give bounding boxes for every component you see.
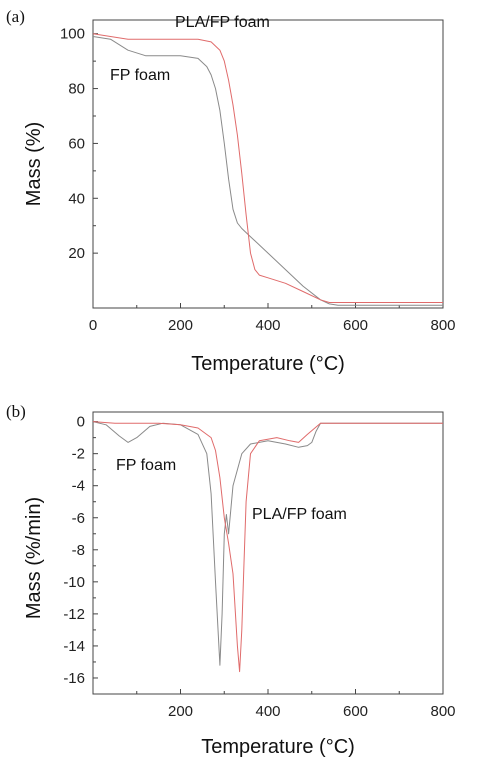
panel-a-y-tick-label: 60: [68, 135, 85, 152]
panel-b-dtg-rate: (b) 200 400 600 800 0 -2 -4 -6 -8 -10 -12 -14 -16 T…: [6, 402, 456, 758]
panel-a-x-tick-label: 200: [168, 317, 193, 334]
panel-b-y-tick-label: -8: [72, 542, 85, 559]
panel-a-y-tick-label: 40: [68, 190, 85, 207]
panel-b-annotation-pla-fp: PLA/FP foam: [252, 506, 347, 523]
panel-b-x-tick-label: 200: [168, 703, 193, 720]
panel-b-y-tick-label: -12: [63, 606, 85, 623]
panel-b-x-tick-label: 400: [255, 703, 280, 720]
panel-a-y-axis: 20 40 60 80 100: [60, 26, 98, 262]
panel-b-series-pla-fp-foam: [92, 421, 443, 673]
panel-a-y-tick-label: 80: [68, 81, 85, 98]
panel-b-x-tick-label: 600: [343, 703, 368, 720]
panel-a-x-axis: 0 200 400 600 800: [89, 303, 456, 334]
panel-a-plot-frame: [92, 19, 444, 309]
panel-a-y-axis-label: Mass (%): [23, 122, 45, 206]
panel-b-y-tick-label: -10: [63, 574, 85, 591]
panel-b-annotation-fp: FP foam: [116, 457, 176, 474]
panel-a-y-tick-label: 20: [68, 245, 85, 262]
panel-b-y-tick-label: -14: [63, 638, 85, 655]
panel-a-tga-mass: (a) 0 200 400 600 800 20 40 60 80 100 Temperatur…: [6, 7, 456, 375]
panel-b-y-tick-label: -6: [72, 510, 85, 527]
panel-b-x-tick-label: 800: [430, 703, 455, 720]
panel-b-label: (b): [6, 402, 26, 421]
panel-b-y-axis-label: Mass (%/min): [23, 497, 45, 619]
panel-b-x-axis: 200 400 600 800: [92, 689, 456, 720]
panel-b-plot-frame: [92, 411, 444, 695]
panel-a-y-tick-label: 100: [60, 26, 85, 43]
panel-a-x-tick-label: 600: [343, 317, 368, 334]
panel-b-y-tick-label: -4: [72, 478, 85, 495]
panel-a-x-axis-label: Temperature (°C): [191, 353, 345, 375]
panel-b-y-tick-label: -2: [72, 446, 85, 463]
panel-b-y-axis: 0 -2 -4 -6 -8 -10 -12 -14 -16: [63, 414, 98, 687]
panel-b-y-tick-label: -16: [63, 670, 85, 687]
panel-a-x-tick-label: 400: [255, 317, 280, 334]
panel-b-x-axis-label: Temperature (°C): [201, 736, 355, 758]
panel-a-label: (a): [6, 7, 25, 26]
panel-a-annotation-fp: FP foam: [110, 67, 170, 84]
panel-b-series-lines: [92, 421, 443, 673]
panel-a-series-lines: [92, 33, 443, 306]
panel-a-annotation-pla-fp: PLA/FP foam: [175, 14, 270, 31]
panel-a-series-pla-fp-foam: [92, 33, 443, 303]
panel-b-series-fp-foam: [92, 421, 443, 666]
panel-a-x-tick-label: 0: [89, 317, 97, 334]
panel-b-y-tick-label: 0: [77, 414, 85, 431]
panel-a-x-tick-label: 800: [430, 317, 455, 334]
panel-a-series-fp-foam: [92, 36, 443, 306]
